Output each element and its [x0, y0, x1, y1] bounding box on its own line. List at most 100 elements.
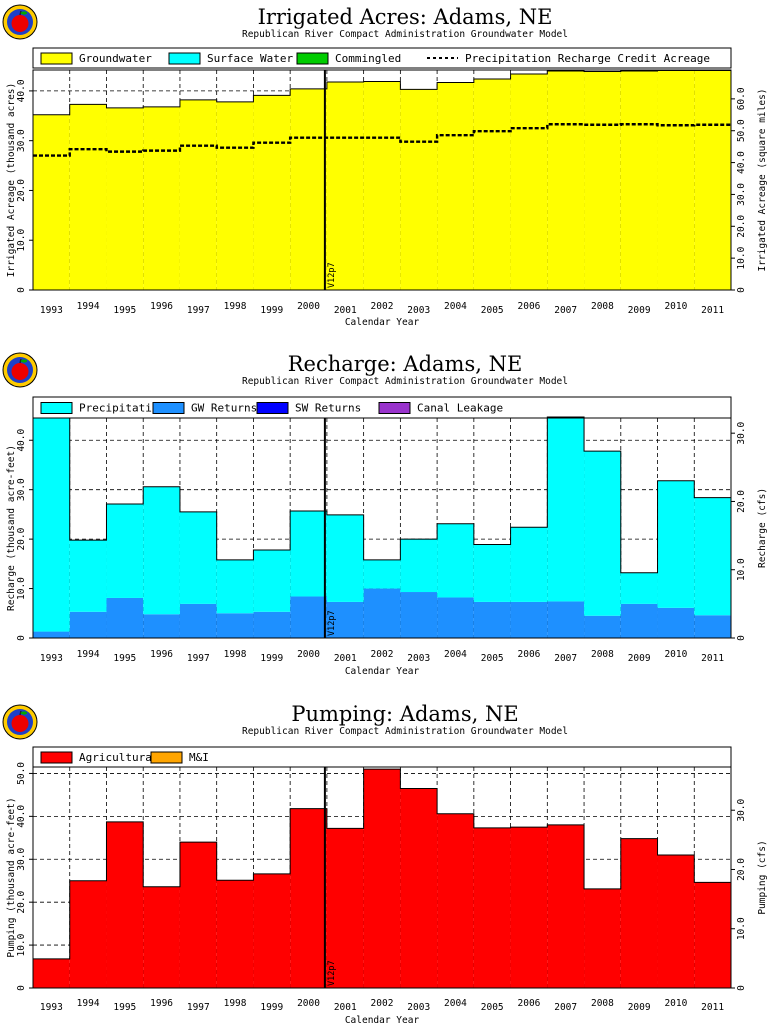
bar-precipitation — [657, 480, 695, 608]
bar-groundwater — [290, 88, 327, 290]
y-axis-label: Recharge (thousand acre-feet) — [6, 445, 17, 611]
bar-groundwater — [657, 70, 695, 290]
logo-leaf — [20, 711, 28, 715]
logo-apple — [11, 715, 29, 732]
bar-groundwater — [216, 101, 254, 291]
y-axis-label: Irrigated Acreage (thousand acres) — [6, 83, 17, 277]
x-tick-label: 2008 — [591, 301, 614, 312]
x-tick-label: 2001 — [334, 305, 357, 316]
bar-groundwater — [106, 107, 144, 290]
x-tick-label: 1995 — [113, 305, 136, 316]
x-axis-label: Calendar Year — [345, 666, 420, 677]
bar-precipitation — [584, 451, 621, 616]
y-tick-label: 10.0 — [16, 577, 27, 600]
bar-groundwater — [363, 81, 401, 290]
bar-gw-returns — [620, 603, 658, 638]
bar-groundwater — [584, 71, 621, 290]
y-right-tick-label: 20.0 — [736, 215, 747, 238]
bar-agricultural — [253, 873, 291, 988]
x-tick-label: 1997 — [187, 305, 210, 316]
y-right-tick-label: 30.0 — [736, 183, 747, 206]
logo-apple — [11, 15, 29, 32]
legend-box — [32, 47, 732, 69]
bar-agricultural — [473, 827, 511, 988]
x-tick-label: 2005 — [481, 305, 504, 316]
legend-swatch — [40, 402, 73, 414]
plot-frame — [32, 766, 732, 989]
y-tick-label: 10.0 — [16, 229, 27, 252]
x-tick-label: 1993 — [40, 305, 63, 316]
y-right-tick-label: 50.0 — [736, 119, 747, 142]
bar-agricultural — [657, 854, 695, 988]
bar-agricultural — [694, 882, 731, 988]
bar-groundwater — [326, 81, 364, 290]
bar-groundwater — [69, 104, 107, 290]
y-tick-label: 40.0 — [16, 79, 27, 102]
bar-groundwater — [179, 99, 217, 290]
bar-groundwater — [510, 73, 548, 290]
bar-precipitation — [694, 497, 731, 616]
bar-groundwater — [620, 70, 658, 290]
x-tick-label: 2006 — [518, 301, 541, 312]
x-tick-label: 2005 — [481, 1002, 504, 1013]
legend-label: GW Returns — [191, 402, 257, 415]
plot-frame — [32, 417, 732, 639]
bar-agricultural — [106, 821, 144, 988]
x-tick-label: 1997 — [187, 1002, 210, 1013]
x-tick-label: 2000 — [297, 301, 320, 312]
bar-precipitation — [33, 418, 70, 632]
x-axis-label: Calendar Year — [345, 1015, 420, 1024]
legend-swatch — [150, 751, 183, 764]
bar-gw-returns — [437, 597, 474, 638]
bar-gw-returns — [179, 603, 217, 638]
y-right-axis-label: Recharge (cfs) — [757, 488, 768, 568]
y-right-tick-label: 20.0 — [736, 858, 747, 881]
y-tick-label: 40.0 — [16, 805, 27, 828]
x-tick-label: 1999 — [260, 1002, 283, 1013]
bar-precipitation — [326, 514, 364, 602]
x-tick-label: 2003 — [407, 1002, 430, 1013]
x-tick-label: 2007 — [554, 653, 577, 664]
legend-label: Groundwater — [79, 52, 152, 65]
bar-precipitation — [290, 510, 327, 597]
bar-agricultural — [400, 788, 438, 988]
y-right-tick-label: 20.0 — [736, 490, 747, 513]
bar-precipitation — [69, 540, 107, 612]
bar-agricultural — [290, 808, 327, 988]
x-tick-label: 2001 — [334, 1002, 357, 1013]
x-tick-label: 1995 — [113, 1002, 136, 1013]
bar-precipitation — [547, 417, 585, 602]
bar-gw-returns — [143, 614, 180, 638]
bar-groundwater — [547, 70, 585, 290]
x-tick-label: 2001 — [334, 653, 357, 664]
x-tick-label: 2010 — [664, 998, 687, 1009]
legend-swatch — [378, 402, 411, 414]
bar-outline — [33, 416, 731, 574]
x-tick-label: 2011 — [701, 1002, 724, 1013]
bar-agricultural — [584, 888, 621, 988]
y-tick-label: 0 — [16, 985, 27, 991]
y-tick-label: 20.0 — [16, 179, 27, 202]
y-tick-label: 0 — [16, 287, 27, 293]
legend-label: Agricultural — [79, 751, 158, 764]
y-right-axis-label: Pumping (cfs) — [757, 840, 768, 914]
x-tick-label: 2004 — [444, 301, 467, 312]
y-tick-label: 30.0 — [16, 129, 27, 152]
y-right-tick-label: 30.0 — [736, 798, 747, 821]
x-tick-label: 2000 — [297, 649, 320, 660]
legend-label: Precipitation Recharge Credit Acreage — [465, 52, 710, 65]
precip-credit-line — [33, 123, 731, 157]
bar-agricultural — [620, 838, 658, 988]
logo-leaf — [20, 359, 28, 363]
x-tick-label: 2003 — [407, 653, 430, 664]
legend-swatch — [152, 402, 185, 414]
bar-gw-returns — [584, 615, 621, 638]
bar-precipitation — [106, 504, 144, 598]
bar-precipitation — [400, 539, 438, 593]
bar-precipitation — [143, 486, 180, 615]
legend-swatch — [168, 52, 201, 65]
bar-groundwater — [694, 70, 731, 290]
x-tick-label: 2008 — [591, 649, 614, 660]
bar-precipitation — [473, 544, 511, 602]
x-tick-label: 1999 — [260, 653, 283, 664]
